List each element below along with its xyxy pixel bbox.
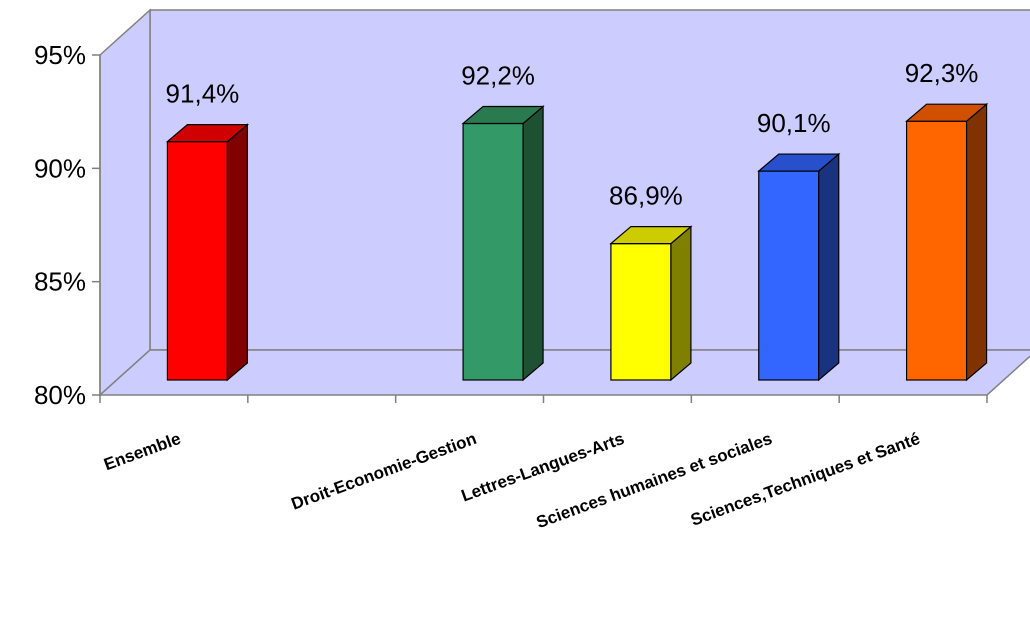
data-label: 86,9% [609,181,683,211]
bar-side [670,225,692,382]
bar-top [461,105,545,125]
bar-side [818,152,840,382]
bar-top [609,226,693,245]
bar-3 [461,105,545,382]
bar-top [904,103,989,122]
side-wall [99,8,151,397]
x-category-label: Sciences,Techniques et Santé [688,429,922,530]
bar-side [522,105,544,382]
chart-walls [98,8,1030,397]
bar-side [965,102,988,382]
x-category-labels: Ensemble Droit-Economie-GestionLettres-La… [101,429,922,532]
y-axis [92,54,988,403]
y-tick-label: 85% [34,267,86,297]
data-label: 91,4% [166,79,240,109]
data-label: 92,3% [905,58,979,88]
bar-front [758,170,820,381]
bars [165,102,989,382]
y-tick-labels: 80% 85% 90% 95% [34,40,86,410]
x-category-label: Sciences humaines et sociales [534,429,775,532]
back-wall [149,9,1030,351]
x-category-label: Droit-Economie-Gestion [289,429,479,514]
bar-6 [904,102,989,382]
bar-front [905,120,968,381]
bar-front [462,122,524,381]
bar-1 [165,123,250,382]
data-labels: 91,4% 92,2% 86,9% 90,1% 92,3% [166,58,979,210]
y-tick-label: 90% [34,153,86,183]
bar-4 [609,225,693,382]
y-tick-label: 95% [34,40,86,70]
bar-top [165,123,250,143]
bar-5 [757,152,841,382]
bar-front [610,243,672,381]
y-tick-label: 80% [34,380,86,410]
bar-top [757,153,841,172]
data-label: 90,1% [757,108,831,138]
bar-side [226,123,249,382]
data-label: 92,2% [461,60,535,90]
bar-front [166,141,229,381]
x-category-label: Ensemble [101,429,183,474]
